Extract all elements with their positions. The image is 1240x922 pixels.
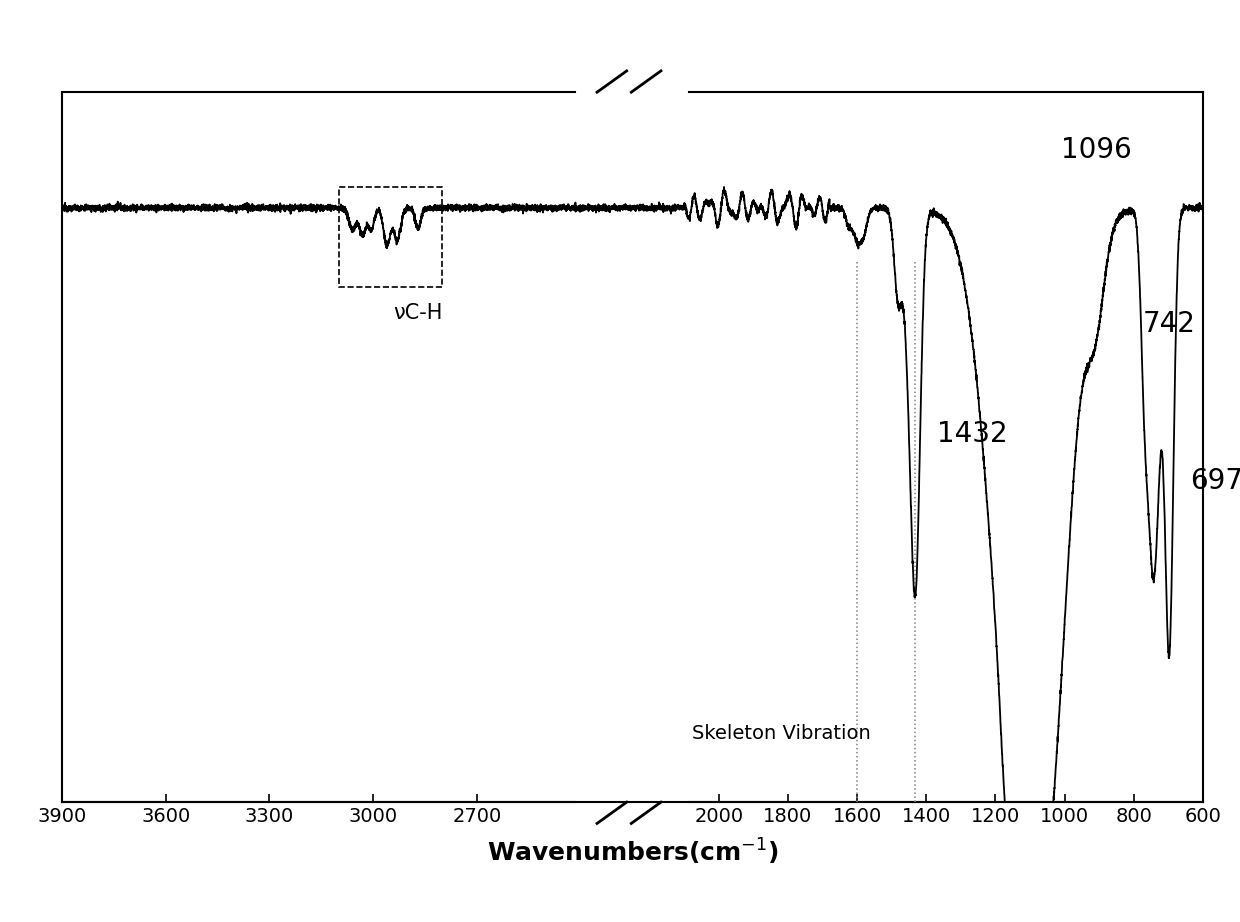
Text: νC-H: νC-H [393, 303, 443, 323]
Text: 697: 697 [1189, 467, 1240, 495]
Text: 1096: 1096 [1061, 136, 1132, 164]
Text: 742: 742 [1142, 310, 1195, 337]
Text: 1432: 1432 [936, 420, 1007, 448]
X-axis label: Wavenumbers(cm$^{-1}$): Wavenumbers(cm$^{-1}$) [486, 837, 779, 868]
Bar [339, 187, 443, 287]
Text: Skeleton Vibration: Skeleton Vibration [692, 725, 870, 743]
